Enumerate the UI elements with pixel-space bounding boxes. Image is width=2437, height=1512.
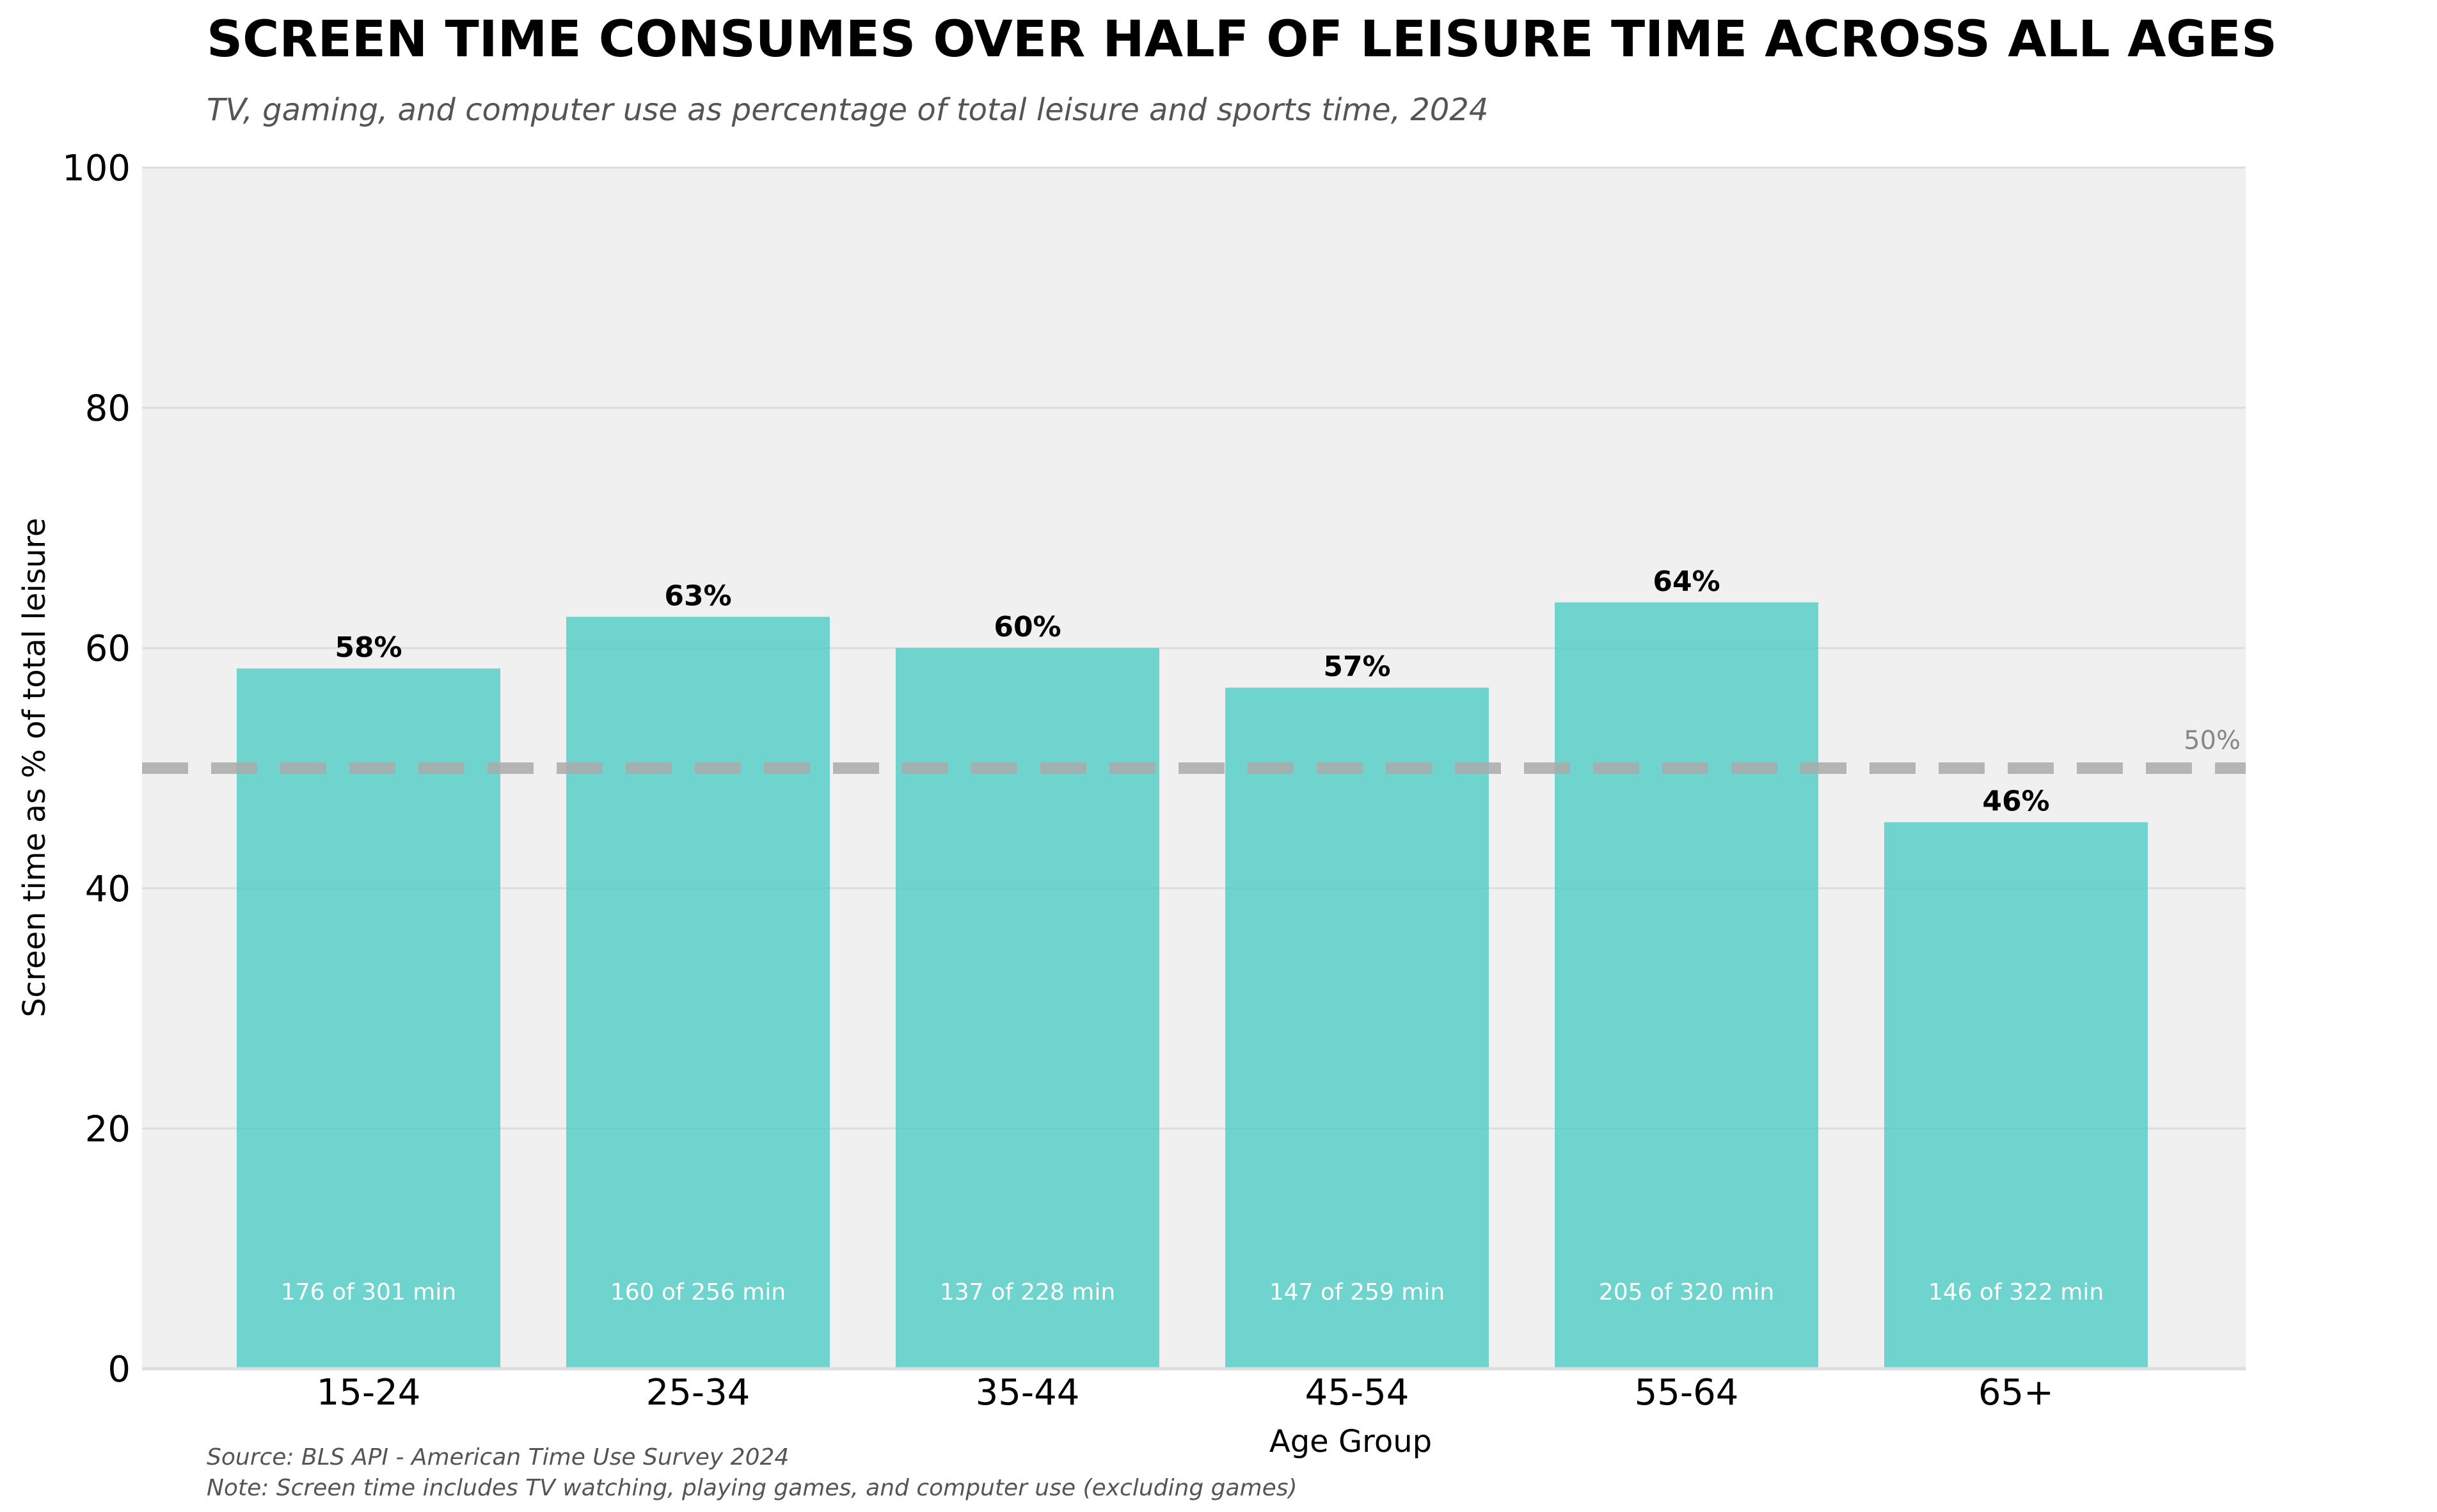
bar-value-label: 57% (1323, 650, 1390, 683)
source-note: Source: BLS API - American Time Use Surv… (207, 1444, 789, 1470)
bar (237, 668, 500, 1369)
y-tick-label: 40 (85, 869, 131, 910)
bar-minutes-label: 160 of 256 min (610, 1279, 786, 1305)
x-tick-label: 25-34 (646, 1372, 750, 1414)
bar (566, 617, 830, 1369)
bar-value-label: 60% (994, 611, 1061, 643)
bar (1555, 602, 1818, 1369)
y-tick-label: 100 (62, 148, 131, 189)
bar-value-label: 63% (664, 579, 731, 612)
y-tick-label: 20 (85, 1108, 131, 1150)
bar (1225, 688, 1489, 1369)
x-tick-label: 65+ (1978, 1372, 2054, 1414)
y-tick-label: 0 (107, 1349, 131, 1390)
y-tick-label: 80 (85, 388, 131, 430)
x-tick-label: 55-64 (1635, 1372, 1739, 1414)
bar-minutes-label: 137 of 228 min (940, 1279, 1115, 1305)
bar-value-label: 58% (335, 631, 402, 664)
bar-minutes-label: 205 of 320 min (1599, 1279, 1774, 1305)
x-tick-label: 35-44 (976, 1372, 1080, 1414)
bar (896, 648, 1159, 1369)
bar-value-label: 46% (1982, 785, 2049, 818)
axes: 0 20 40 60 80 100 15-24 25-34 35-44 45-54 55-64 65+ (62, 148, 2246, 1414)
bar (1884, 822, 2148, 1369)
y-tick-label: 60 (85, 628, 131, 670)
bar-minutes-label: 176 of 301 min (281, 1279, 456, 1305)
method-note: Note: Screen time includes TV watching, … (207, 1475, 1298, 1501)
x-axis-label: Age Group (1269, 1424, 1432, 1460)
reference-line-group: 50% (142, 726, 2246, 774)
bar-minutes-label: 146 of 322 min (1928, 1279, 2104, 1305)
bar-value-label: 64% (1653, 565, 1720, 598)
x-tick-label: 15-24 (317, 1372, 421, 1414)
x-tick-label: 45-54 (1305, 1372, 1409, 1414)
chart-subtitle: TV, gaming, and computer use as percenta… (207, 92, 1488, 128)
bar-minutes-label: 147 of 259 min (1269, 1279, 1445, 1305)
reference-line-label: 50% (2184, 726, 2241, 755)
chart-title: SCREEN TIME CONSUMES OVER HALF OF LEISUR… (207, 11, 2277, 68)
y-axis-label: Screen time as % of total leisure (17, 518, 52, 1018)
